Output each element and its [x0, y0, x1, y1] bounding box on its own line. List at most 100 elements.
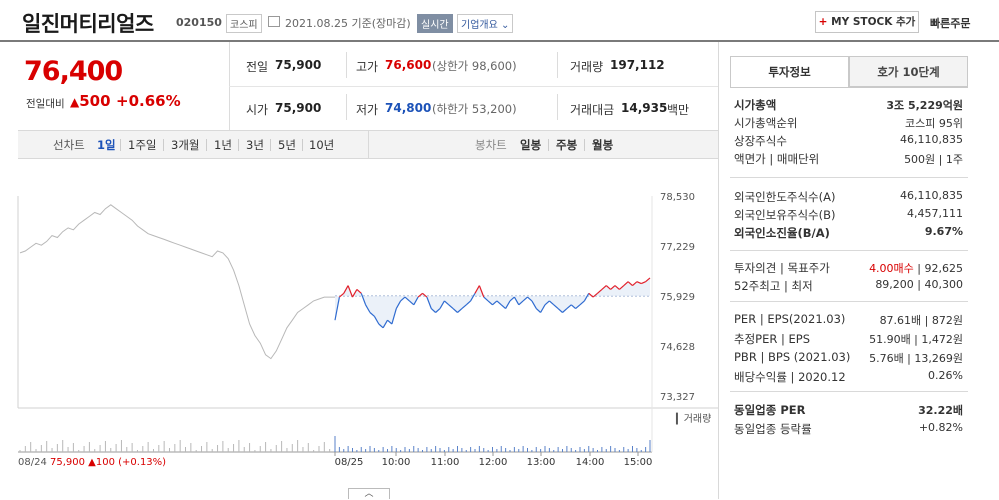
divider	[730, 177, 968, 178]
info-value-rows_b-1: 4,457,111	[907, 207, 963, 220]
today-line-segment	[597, 288, 603, 294]
today-line-segment	[356, 288, 362, 294]
today-line-segment	[465, 300, 472, 306]
quick-order-button[interactable]: 빠른주문	[930, 17, 971, 30]
add-mystock-button[interactable]: + MY STOCK 추가	[815, 11, 919, 33]
prev-day-date: 08/24	[18, 457, 50, 468]
tab-period-10y[interactable]: 10년	[309, 138, 335, 152]
today-line-segment	[426, 296, 432, 309]
today-line-segment	[417, 292, 423, 298]
info-label-rows_b-2: 외국인소진율(B/A)	[734, 226, 830, 240]
volume-label: 거래량	[570, 60, 604, 74]
today-line-segment	[509, 296, 515, 302]
high-value: 76,600	[385, 58, 432, 72]
line-chart-label: 선차트	[53, 138, 85, 152]
open-value: 75,900	[275, 101, 322, 115]
tab-period-1d[interactable]: 1일	[97, 138, 116, 152]
today-line-segment	[531, 300, 537, 309]
separator	[163, 139, 164, 151]
today-line-segment	[544, 300, 550, 306]
current-price: 76,400	[24, 56, 123, 87]
today-line-segment	[457, 308, 463, 313]
today-line-segment	[487, 300, 493, 306]
x-tick-label: 12:00	[479, 457, 508, 468]
info-label-rows_d-2: PBR | BPS (2021.03)	[734, 350, 851, 364]
today-line-segment	[623, 281, 629, 287]
tab-period-3y[interactable]: 3년	[246, 138, 264, 152]
info-label-rows_a-0: 시가총액	[734, 98, 777, 112]
today-line-segment	[641, 281, 646, 285]
today-line-segment	[636, 281, 642, 285]
today-line-segment	[395, 300, 402, 309]
tab-candle-weekly[interactable]: 주봉	[556, 138, 578, 152]
company-overview-dropdown[interactable]: 기업개요 ⌄	[457, 14, 514, 33]
tab-period-1y[interactable]: 1년	[214, 138, 232, 152]
candle-chart-label: 봉차트	[475, 138, 507, 152]
x-tick-label: 10:00	[382, 457, 411, 468]
info-label-rows_a-3: 액면가 | 매매단위	[734, 152, 820, 166]
info-value-rows_a-3: 500원 | 1주	[904, 153, 963, 166]
separator	[584, 139, 585, 151]
tab-orderbook-10[interactable]: 호가 10단계	[849, 56, 968, 87]
divider	[730, 250, 968, 251]
info-label-rows_a-2: 상장주식수	[734, 134, 787, 148]
separator	[270, 139, 271, 151]
x-tick-label: 15:00	[624, 457, 653, 468]
info-value-rows_a-1: 코스피 95위	[905, 117, 963, 130]
info-label-rows_d-3: 배당수익률 | 2020.12	[734, 370, 846, 384]
info-label-rows_e-1: 동일업종 등락률	[734, 422, 812, 436]
lower-limit: (하한가 53,200)	[432, 102, 517, 116]
today-line-segment	[382, 319, 389, 329]
trade-amount-label: 거래대금	[570, 103, 615, 117]
opinion-value: 4.00매수	[869, 262, 914, 275]
x-tick-label: 14:00	[576, 457, 605, 468]
chevron-down-icon: ⌄	[501, 20, 510, 31]
company-overview-label: 기업개요	[461, 20, 498, 31]
x-tick-label: 13:00	[527, 457, 556, 468]
today-line-segment	[470, 292, 476, 302]
today-line-segment	[500, 304, 506, 310]
info-value-rows_d-2: 5.76배 | 13,269원	[869, 352, 963, 365]
y-tick-label: 78,530	[660, 192, 695, 203]
today-line-segment	[461, 304, 467, 310]
today-line-segment	[535, 308, 542, 313]
today-line-segment	[619, 285, 625, 290]
today-line-segment	[527, 296, 533, 302]
today-line-segment	[400, 296, 406, 302]
info-value-rows_d-1: 51.90배 | 1,472원	[869, 333, 963, 346]
date-text: 2021.08.25 기준(장마감)	[285, 17, 411, 30]
today-line-segment	[522, 296, 528, 302]
info-value-rows_e-1: +0.82%	[918, 421, 963, 434]
today-line-segment	[409, 300, 415, 306]
realtime-badge[interactable]: 실시간	[417, 14, 453, 33]
today-line-segment	[413, 296, 419, 306]
chevron-up-icon[interactable]: ︿	[348, 488, 390, 499]
info-label-rows_e-0: 동일업종 PER	[734, 403, 806, 417]
today-line-segment	[483, 296, 489, 302]
today-line-segment	[404, 296, 410, 302]
info-label-rows_d-1: 추정PER | EPS	[734, 332, 811, 346]
tab-period-3m[interactable]: 3개월	[171, 138, 200, 152]
today-line-segment	[601, 285, 607, 290]
divider	[730, 301, 968, 302]
today-line-segment	[627, 281, 633, 287]
info-value-rows_a-2: 46,110,835	[900, 133, 963, 146]
today-fill	[335, 277, 650, 328]
prev-close-label: 전일	[246, 60, 269, 74]
tab-investment-info[interactable]: 투자정보	[730, 56, 849, 87]
divider	[346, 52, 347, 78]
info-value-rows_d-3: 0.26%	[928, 369, 963, 382]
tab-candle-daily[interactable]: 일봉	[520, 138, 542, 152]
calendar-icon	[268, 16, 280, 27]
tab-candle-monthly[interactable]: 월봉	[592, 138, 614, 152]
info-label-rows_c-1: 52주최고 | 최저	[734, 279, 813, 293]
today-line-segment	[422, 292, 428, 298]
tab-period-5y[interactable]: 5년	[278, 138, 296, 152]
today-line-segment	[505, 300, 511, 309]
high-label: 고가	[356, 60, 379, 74]
today-line-segment	[387, 319, 393, 325]
tab-period-1w[interactable]: 1주일	[128, 138, 157, 152]
info-value-rows_a-0: 3조 5,229억원	[886, 99, 963, 112]
today-line-segment	[435, 308, 441, 313]
divider	[229, 86, 718, 87]
